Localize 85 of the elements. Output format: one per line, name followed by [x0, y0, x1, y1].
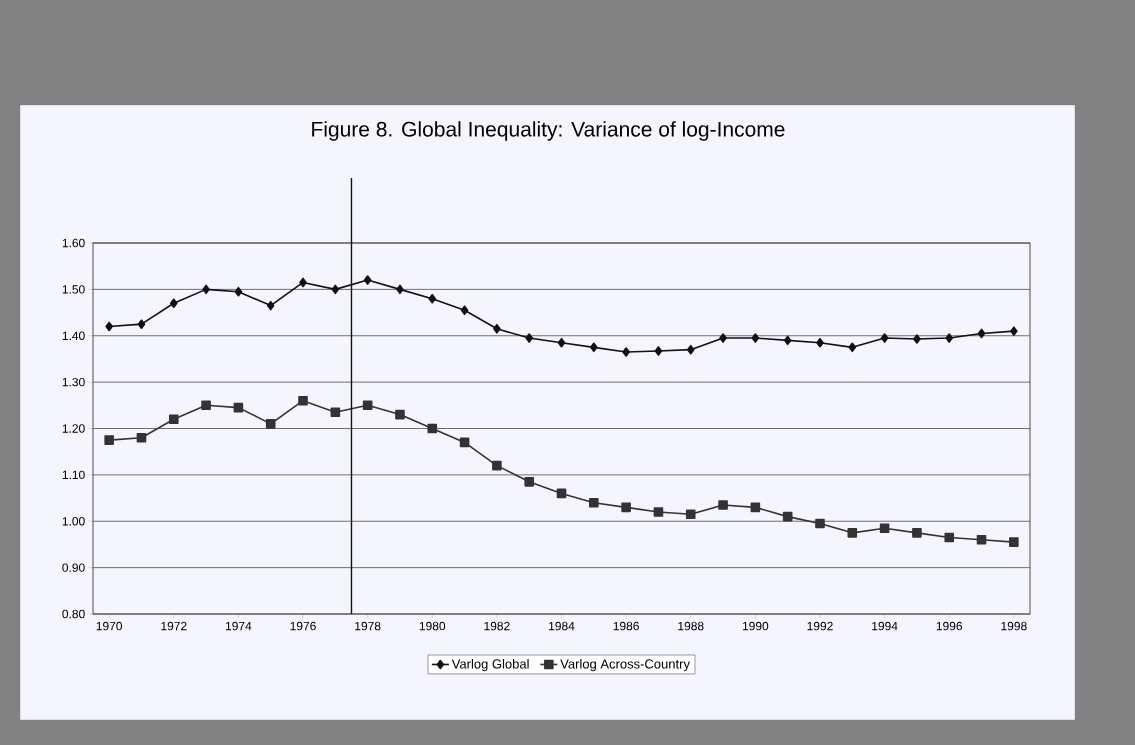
x-tick-label: 1990 [742, 621, 769, 631]
point [719, 333, 727, 343]
point [945, 333, 954, 343]
y-tick-label: 1.20 [62, 424, 85, 433]
point [265, 419, 276, 429]
point [815, 518, 825, 529]
x-tick-label: 1984 [549, 621, 575, 631]
point [944, 532, 955, 543]
x-tick-label: 1998 [1001, 621, 1027, 631]
point [913, 334, 921, 344]
point [202, 284, 210, 295]
point [1010, 326, 1018, 336]
point [557, 337, 566, 348]
x-tick-label: 1972 [161, 621, 187, 631]
point [201, 400, 211, 411]
point [589, 497, 599, 508]
point [525, 333, 533, 343]
x-tick-label: 1980 [419, 621, 446, 631]
point [1009, 537, 1019, 547]
x-tick-label: 1994 [872, 621, 898, 631]
point [234, 286, 243, 297]
legend-label: Varlog Across-Country [560, 659, 690, 672]
point [977, 328, 986, 339]
point [298, 395, 308, 406]
point [427, 423, 438, 434]
point [912, 528, 922, 538]
x-tick-label: 1988 [678, 621, 704, 631]
point [782, 511, 793, 522]
y-tick-label: 1.10 [62, 470, 85, 480]
point [590, 342, 598, 353]
point [493, 323, 501, 334]
point [492, 460, 502, 471]
y-tick-label: 0.90 [62, 563, 85, 572]
point [654, 346, 663, 356]
point [299, 277, 307, 288]
y-tick-label: 1.30 [62, 377, 85, 387]
point [233, 402, 244, 413]
point [783, 335, 792, 346]
point [266, 300, 275, 311]
point [718, 500, 728, 510]
x-tick-label: 1976 [290, 621, 316, 631]
point [104, 435, 114, 445]
chart-title: Figure 8. Global Inequality: Variance of log-Income [312, 121, 785, 141]
point [363, 275, 372, 285]
y-tick-label: 1.60 [62, 238, 85, 248]
point [621, 502, 631, 513]
point [556, 488, 567, 499]
point [362, 400, 373, 411]
point [330, 407, 341, 418]
point [685, 509, 696, 520]
x-tick-label: 1978 [355, 621, 381, 631]
point [686, 344, 695, 355]
y-tick-label: 1.50 [62, 285, 85, 294]
point [460, 305, 469, 316]
x-tick-label: 1986 [613, 621, 639, 631]
point [751, 333, 760, 343]
x-tick-label: 1982 [484, 621, 510, 631]
y-tick-label: 1.40 [62, 331, 85, 340]
point [396, 284, 404, 295]
y-tick-label: 0.80 [62, 609, 85, 619]
x-tick-label: 1996 [936, 621, 963, 631]
point [816, 337, 824, 348]
point [848, 342, 857, 353]
point [622, 347, 630, 357]
point [395, 409, 405, 420]
x-tick-label: 1974 [225, 621, 252, 631]
point [847, 528, 858, 538]
point [653, 507, 664, 517]
point [976, 535, 987, 545]
x-tick-label: 1970 [96, 621, 123, 631]
point [428, 293, 437, 304]
point [137, 319, 146, 329]
point [750, 502, 761, 513]
point [105, 321, 113, 332]
point [136, 432, 147, 443]
point [168, 414, 179, 425]
legend-label: Varlog Global [451, 659, 529, 672]
point [331, 284, 340, 295]
point [879, 523, 890, 533]
point [169, 298, 178, 309]
point [524, 477, 534, 487]
x-tick-label: 1992 [807, 621, 833, 631]
point [459, 437, 470, 448]
point [880, 333, 889, 343]
y-tick-label: 1.00 [62, 517, 85, 526]
